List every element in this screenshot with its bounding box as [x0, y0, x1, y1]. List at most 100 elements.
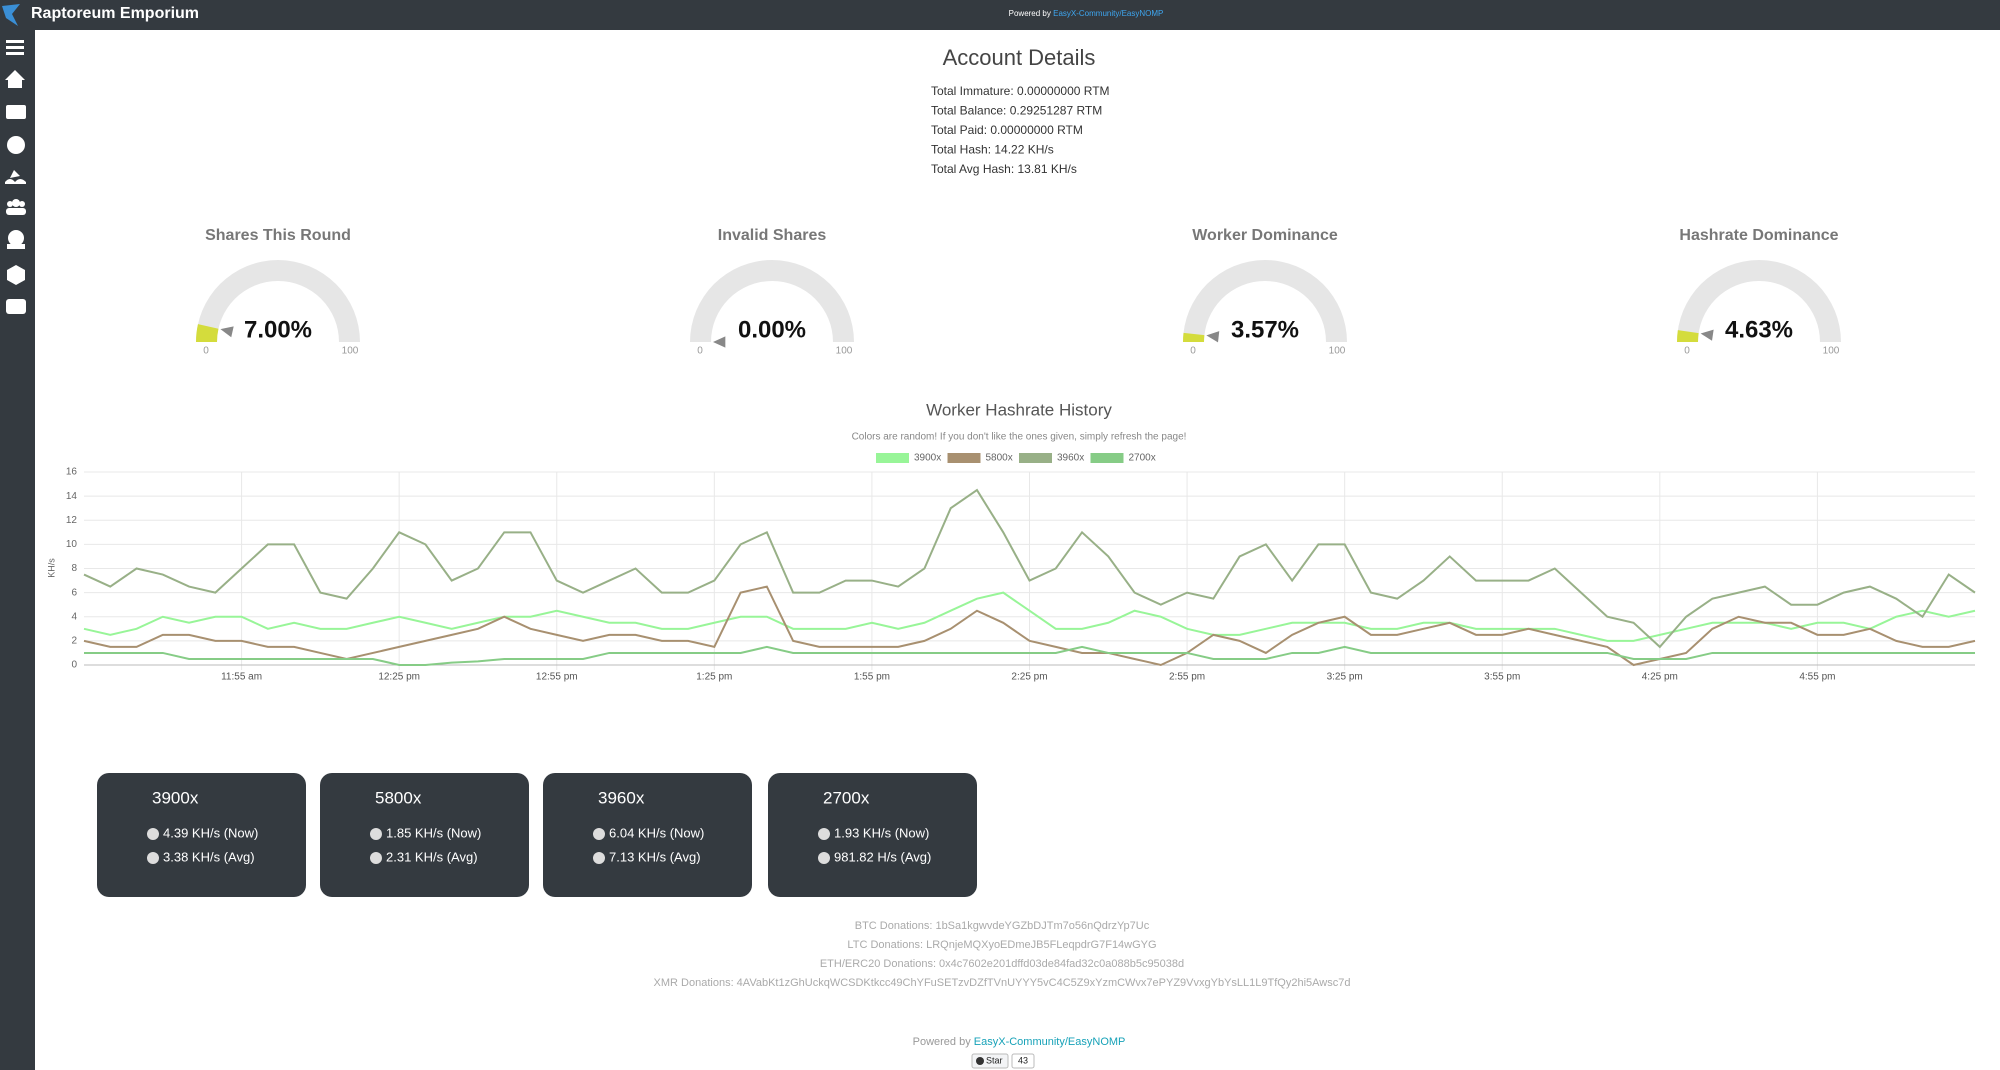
gauge-min: 0	[203, 346, 209, 357]
github-icon	[976, 1057, 984, 1065]
worker-card[interactable]	[320, 773, 529, 897]
donation-line: XMR Donations: 4AVabKt1zGhUckqWCSDKtkcc4…	[654, 977, 1351, 989]
x-tick-label: 12:55 pm	[536, 672, 578, 683]
y-tick-label: 10	[66, 539, 78, 550]
account-line: Total Avg Hash: 13.81 KH/s	[931, 162, 1077, 176]
worker-now: 4.39 KH/s (Now)	[163, 825, 258, 840]
worker-card[interactable]	[543, 773, 752, 897]
site-title[interactable]: Raptoreum Emporium	[31, 5, 199, 22]
powered-link[interactable]: EasyX-Community/EasyNOMP	[1053, 9, 1163, 18]
worker-name: 5800x	[375, 788, 422, 807]
dashboard-icon[interactable]	[7, 136, 25, 154]
star-label[interactable]: Star	[986, 1055, 1003, 1065]
gauge-needle	[713, 336, 726, 348]
gauge-min: 0	[1684, 346, 1690, 357]
y-tick-label: 14	[66, 491, 78, 502]
gauge-track	[1183, 260, 1347, 342]
menu-icon[interactable]	[6, 40, 24, 55]
gauge-needle	[220, 326, 234, 338]
gauge-needle	[1700, 329, 1714, 341]
gauge-fill	[1183, 332, 1205, 342]
x-tick-label: 1:55 pm	[854, 672, 890, 683]
gauges: Shares This Round 7.00% 0 100 Invalid Shares…	[196, 227, 1841, 357]
y-tick-label: 16	[66, 467, 78, 478]
y-tick-label: 0	[71, 660, 77, 671]
gauge-min: 0	[697, 346, 703, 357]
gauge-needle	[1206, 331, 1220, 343]
legend-label[interactable]: 5800x	[986, 453, 1013, 464]
gauge-title: Hashrate Dominance	[1679, 227, 1838, 244]
account-details: Total Immature: 0.00000000 RTM Total Bala…	[931, 84, 1110, 176]
x-tick-label: 2:55 pm	[1169, 672, 1205, 683]
donation-line: BTC Donations: 1bSa1kgwvdeYGZbDJTm7o56nQ…	[855, 920, 1150, 932]
sidebar-icons	[5, 40, 26, 314]
gauge-value: 7.00%	[244, 316, 312, 343]
series-line	[83, 488, 1976, 649]
gauge-value: 4.63%	[1725, 316, 1793, 343]
sidebar	[0, 30, 35, 1070]
speed-icon	[593, 828, 605, 840]
gauge-max: 100	[1823, 346, 1840, 357]
worker-name: 3900x	[152, 788, 199, 807]
speed-icon	[147, 852, 159, 864]
footer-link[interactable]: EasyX-Community/EasyNOMP	[974, 1036, 1126, 1048]
wallet-icon[interactable]	[6, 299, 26, 314]
blocks-icon[interactable]	[7, 265, 25, 285]
worker-card[interactable]	[97, 773, 306, 897]
gauge-track	[690, 260, 854, 342]
star-count: 43	[1018, 1055, 1028, 1065]
worker-card[interactable]	[768, 773, 977, 897]
star-count-box	[1011, 1053, 1035, 1069]
legend-label[interactable]: 3960x	[1057, 453, 1084, 464]
account-line: Total Hash: 14.22 KH/s	[931, 142, 1054, 156]
chart-title: Worker Hashrate History	[926, 400, 1112, 419]
legend-swatch[interactable]	[876, 453, 909, 463]
chart-subtitle: Colors are random! If you don't like the…	[852, 432, 1187, 443]
legend-swatch[interactable]	[947, 453, 981, 463]
star-button[interactable]: Star 43	[971, 1053, 1035, 1069]
gauge-max: 100	[342, 346, 359, 357]
worker-avg: 7.13 KH/s (Avg)	[609, 849, 701, 864]
speed-icon	[370, 852, 382, 864]
y-tick-label: 12	[66, 515, 78, 526]
legend-label[interactable]: 3900x	[914, 453, 941, 464]
x-tick-label: 2:25 pm	[1011, 672, 1047, 683]
speed-icon	[147, 828, 159, 840]
payments-icon[interactable]	[7, 230, 25, 249]
news-icon[interactable]	[6, 105, 26, 119]
gauge-value: 3.57%	[1231, 316, 1299, 343]
x-tick-label: 4:55 pm	[1799, 672, 1835, 683]
account-line: Total Paid: 0.00000000 RTM	[931, 123, 1083, 137]
worker-name: 3960x	[598, 788, 645, 807]
x-tick-label: 3:55 pm	[1484, 672, 1520, 683]
footer-powered: Powered by	[913, 1036, 972, 1048]
speed-icon	[818, 852, 830, 864]
top-bar	[0, 0, 2000, 30]
powered-by: Powered by EasyX-Community/EasyNOMP	[1009, 9, 1164, 18]
y-tick-label: 8	[71, 563, 77, 574]
pool-icon[interactable]	[5, 170, 26, 184]
workers-icon[interactable]	[6, 199, 26, 215]
y-tick-label: 4	[71, 611, 77, 622]
legend-label[interactable]: 2700x	[1129, 453, 1156, 464]
donation-line: ETH/ERC20 Donations: 0x4c7602e201dffd03d…	[820, 958, 1184, 970]
y-tick-label: 2	[71, 636, 77, 647]
worker-name: 2700x	[823, 788, 870, 807]
legend-swatch[interactable]	[1019, 453, 1052, 463]
legend-swatch[interactable]	[1090, 453, 1124, 463]
gauge-track	[196, 260, 360, 342]
speed-icon	[593, 852, 605, 864]
speed-icon	[370, 828, 382, 840]
worker-cards: 3900x 4.39 KH/s (Now) 3.38 KH/s (Avg) 5800x…	[97, 773, 977, 897]
gauge-title: Shares This Round	[205, 227, 351, 244]
x-tick-label: 12:25 pm	[378, 672, 420, 683]
gauge-fill	[1677, 330, 1699, 342]
home-icon[interactable]	[5, 70, 25, 88]
account-line: Total Immature: 0.00000000 RTM	[931, 84, 1110, 98]
gauge-track	[1677, 260, 1841, 342]
worker-now: 1.85 KH/s (Now)	[386, 825, 481, 840]
gauge-title: Worker Dominance	[1192, 227, 1338, 244]
donation-line: LTC Donations: LRQnjeMQXyoEDmeJB5FLeqpdr…	[847, 939, 1156, 951]
account-title: Account Details	[943, 45, 1096, 70]
